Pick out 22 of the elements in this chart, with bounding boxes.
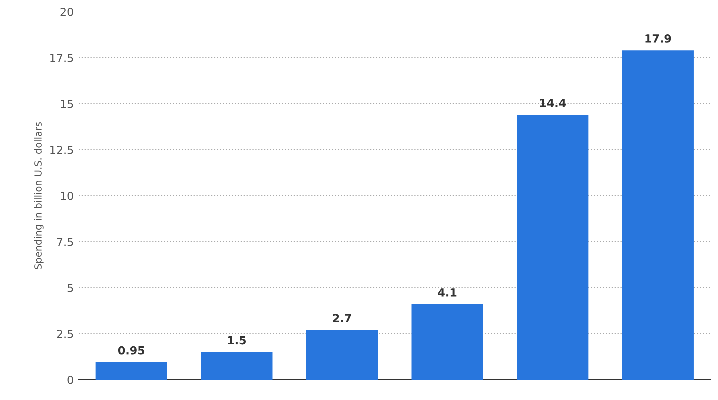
y-tick-label: 10 xyxy=(61,192,74,200)
y-tick-label: 17.5 xyxy=(50,54,74,62)
data-label: 4.1 xyxy=(438,288,457,297)
y-tick-label: 5 xyxy=(68,284,74,292)
y-tick-label: 20 xyxy=(60,8,74,16)
y-tick-label: 12.5 xyxy=(50,146,74,154)
data-label: 1.5 xyxy=(228,336,246,345)
bar xyxy=(306,330,378,380)
data-label: 2.7 xyxy=(333,314,352,322)
y-tick-label: 2.5 xyxy=(57,330,74,338)
data-label: 17.9 xyxy=(646,34,672,43)
y-tick-label: 7.5 xyxy=(57,238,74,246)
y-tick-label: 0 xyxy=(68,376,74,384)
bar xyxy=(201,352,273,380)
data-label: 14.4 xyxy=(540,99,566,108)
y-tick-label: 15 xyxy=(61,100,74,108)
bar xyxy=(96,362,168,380)
y-axis-title: Spending in billion U.S. dollars xyxy=(34,122,44,270)
bar xyxy=(517,115,589,380)
bar xyxy=(412,304,484,380)
data-label: 0.95 xyxy=(118,346,145,355)
bar xyxy=(622,50,694,380)
